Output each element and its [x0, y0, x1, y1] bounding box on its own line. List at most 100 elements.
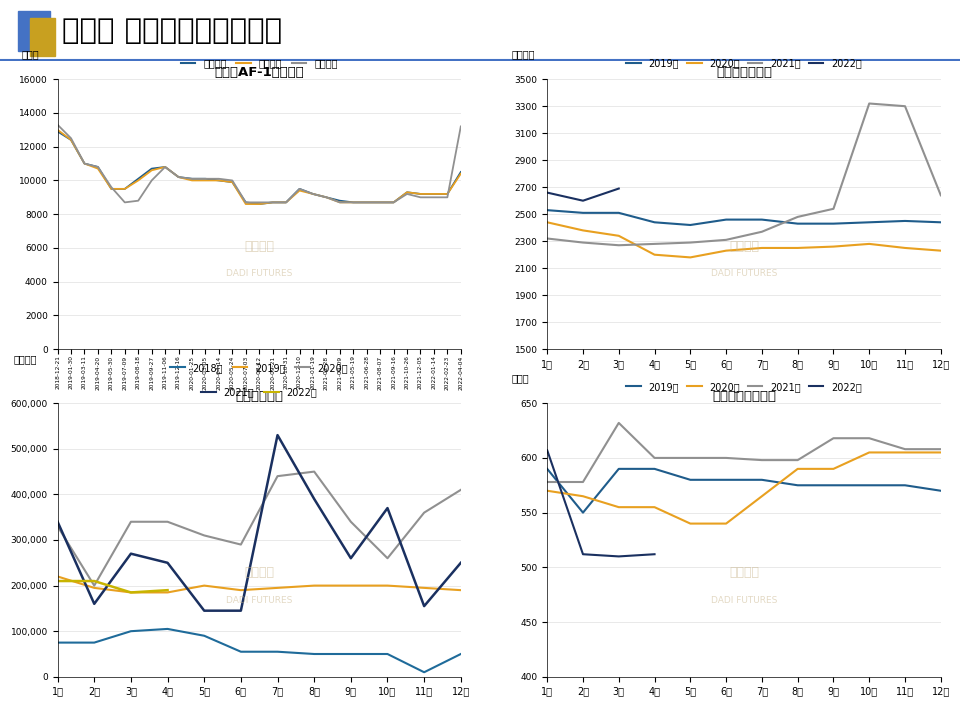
- 安徽锦洋: [253, 199, 265, 208]
- Line: 2022年: 2022年: [58, 581, 168, 593]
- 安徽锦洋: [200, 174, 211, 183]
- 中银中天: [361, 198, 372, 207]
- 中银中天: [106, 183, 117, 192]
- Title: 氧化铝生产成本: 氧化铝生产成本: [716, 66, 772, 79]
- Text: 大地期货: 大地期货: [244, 567, 275, 580]
- 2019年: [52, 572, 63, 581]
- 2018年: [345, 649, 356, 658]
- 安徽锦洋: [240, 198, 252, 207]
- 2019年: [199, 581, 210, 590]
- 2020年: [863, 448, 875, 456]
- 2019年: [684, 475, 696, 484]
- 河南韶星: [200, 176, 211, 185]
- Line: 2020年: 2020年: [547, 452, 941, 523]
- 2019年: [792, 220, 804, 228]
- 2020年: [935, 246, 947, 255]
- 河南韶星: [374, 198, 386, 207]
- 中银中天: [240, 198, 252, 207]
- 2019年: [308, 581, 320, 590]
- 2021年: [345, 554, 356, 562]
- 2019年: [649, 218, 660, 227]
- Text: 大地期货: 大地期货: [244, 240, 275, 253]
- 2021年: [88, 600, 100, 608]
- Line: 2020年: 2020年: [58, 472, 461, 585]
- 安徽锦洋: [348, 198, 359, 207]
- 2022年: [125, 588, 136, 597]
- 2021年: [935, 445, 947, 454]
- 中银中天: [92, 163, 104, 171]
- 2020年: [345, 518, 356, 526]
- 2020年: [900, 243, 911, 252]
- 安徽锦洋: [401, 188, 413, 197]
- 河南韶星: [334, 198, 346, 207]
- 安徽锦洋: [79, 159, 90, 168]
- 2019年: [419, 583, 430, 592]
- Line: 2021年: 2021年: [547, 104, 941, 246]
- 河南韶星: [455, 169, 467, 178]
- 2020年: [199, 531, 210, 540]
- 2020年: [720, 519, 732, 528]
- Bar: [30, 18, 55, 56]
- 2020年: [684, 253, 696, 261]
- 2022年: [541, 188, 553, 197]
- 安徽锦洋: [334, 197, 346, 205]
- 中银中天: [280, 198, 292, 207]
- 安徽锦洋: [321, 193, 332, 202]
- 河南韶星: [52, 125, 63, 134]
- Line: 2021年: 2021年: [58, 435, 461, 611]
- 2018年: [162, 624, 174, 634]
- 中银中天: [146, 176, 157, 185]
- 2019年: [900, 217, 911, 225]
- 2022年: [52, 577, 63, 585]
- Line: 2019年: 2019年: [547, 469, 941, 513]
- 2021年: [649, 240, 660, 248]
- 2019年: [900, 481, 911, 490]
- 2021年: [541, 477, 553, 486]
- 2019年: [577, 209, 588, 217]
- 中银中天: [79, 159, 90, 168]
- 2019年: [828, 481, 839, 490]
- 中银中天: [267, 198, 278, 207]
- Line: 河南韶星: 河南韶星: [58, 130, 461, 204]
- 中银中天: [307, 189, 319, 198]
- Text: 大地期货: 大地期货: [729, 240, 759, 253]
- 河南韶星: [361, 198, 372, 207]
- 中银中天: [227, 176, 238, 185]
- 安徽锦洋: [307, 189, 319, 198]
- Title: 氧化铝进口量: 氧化铝进口量: [235, 390, 283, 403]
- 2019年: [720, 475, 732, 484]
- Line: 2019年: 2019年: [58, 577, 461, 593]
- 2022年: [88, 577, 100, 585]
- 2022年: [613, 184, 625, 193]
- 中银中天: [186, 174, 198, 183]
- 2019年: [125, 588, 136, 597]
- 中银中天: [173, 173, 184, 181]
- 中银中天: [132, 197, 144, 205]
- Text: DADI FUTURES: DADI FUTURES: [710, 595, 778, 605]
- 2020年: [649, 503, 660, 511]
- 河南韶星: [92, 164, 104, 173]
- 2018年: [455, 649, 467, 658]
- 2021年: [828, 204, 839, 213]
- 2020年: [88, 581, 100, 590]
- 2021年: [792, 212, 804, 221]
- 2019年: [382, 581, 394, 590]
- 中银中天: [52, 120, 63, 129]
- 2019年: [756, 475, 768, 484]
- 2019年: [577, 508, 588, 517]
- 2020年: [792, 243, 804, 252]
- Line: 2018年: 2018年: [58, 629, 461, 672]
- 安徽锦洋: [65, 135, 77, 144]
- 2019年: [345, 581, 356, 590]
- 河南韶星: [321, 193, 332, 202]
- 2021年: [684, 454, 696, 462]
- 中银中天: [253, 198, 265, 207]
- Text: DADI FUTURES: DADI FUTURES: [226, 269, 293, 278]
- 2020年: [863, 240, 875, 248]
- 2018年: [235, 647, 247, 656]
- Text: DADI FUTURES: DADI FUTURES: [710, 269, 778, 278]
- 安徽锦洋: [267, 198, 278, 207]
- Text: 供应： 氧化铝价格小幅下行: 供应： 氧化铝价格小幅下行: [62, 17, 282, 45]
- 安徽锦洋: [455, 168, 467, 176]
- 安徽锦洋: [186, 174, 198, 183]
